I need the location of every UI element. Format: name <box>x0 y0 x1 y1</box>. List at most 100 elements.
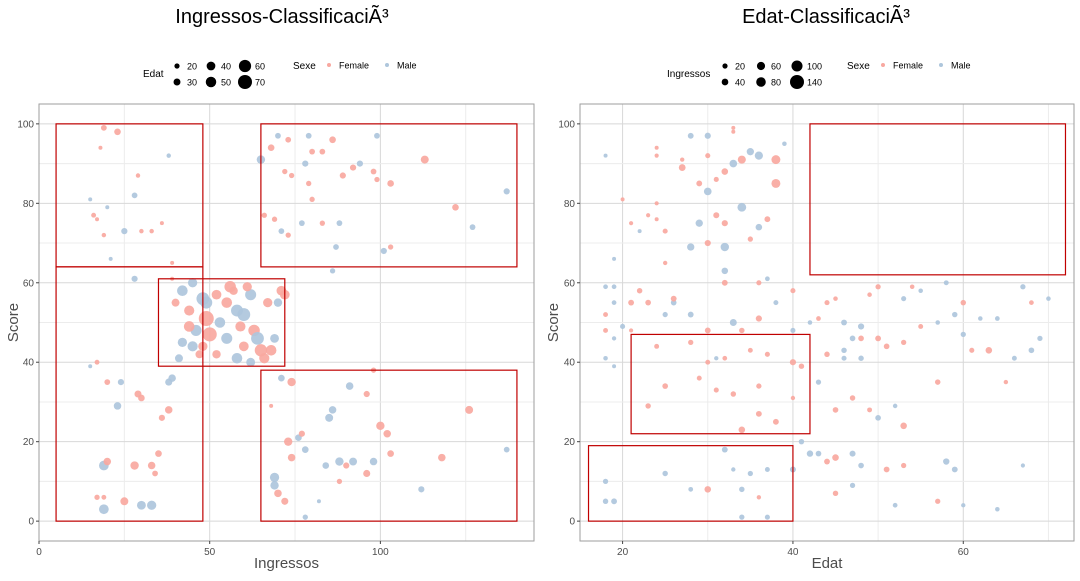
data-point <box>469 224 476 231</box>
data-point <box>918 288 923 293</box>
data-point <box>319 148 326 155</box>
data-point <box>670 295 677 302</box>
size-legend-key <box>791 60 803 72</box>
data-point <box>259 353 270 364</box>
data-point <box>764 514 770 520</box>
data-point <box>284 437 293 446</box>
data-point <box>892 502 898 508</box>
data-point <box>603 284 608 290</box>
data-point <box>98 145 103 150</box>
data-point <box>849 450 856 457</box>
panel-border <box>579 103 1075 542</box>
data-point <box>696 375 702 381</box>
data-point <box>183 321 195 332</box>
data-point <box>841 355 847 361</box>
data-point <box>943 458 950 465</box>
data-point <box>883 466 890 473</box>
data-point <box>995 506 1000 512</box>
y-tick-label: 0 <box>28 517 34 528</box>
data-point <box>764 467 770 472</box>
data-point <box>824 458 830 465</box>
data-point <box>703 187 712 196</box>
data-point <box>789 359 797 366</box>
data-point <box>349 457 358 466</box>
data-point <box>287 453 296 462</box>
data-point <box>771 178 781 188</box>
data-point <box>662 383 669 389</box>
data-point <box>305 132 312 139</box>
data-point <box>806 450 814 457</box>
size-legend-key <box>173 78 181 86</box>
y-axis-title: Score <box>5 303 22 342</box>
data-point <box>602 478 609 485</box>
data-point <box>158 414 165 421</box>
data-point <box>278 228 285 235</box>
data-point <box>302 514 308 520</box>
data-point <box>824 351 830 358</box>
data-point <box>620 323 626 330</box>
data-point <box>755 223 763 231</box>
data-point <box>739 514 745 520</box>
data-point <box>731 129 736 134</box>
size-legend-label: 100 <box>807 62 822 72</box>
data-point <box>147 461 156 470</box>
highlight-box <box>157 278 286 367</box>
size-legend-key <box>205 76 217 88</box>
data-point <box>221 332 233 344</box>
size-legend-label: 60 <box>255 62 265 72</box>
data-point <box>645 403 651 409</box>
data-point <box>374 176 380 183</box>
data-point <box>198 311 214 327</box>
data-point <box>739 486 745 493</box>
data-point <box>139 228 144 234</box>
color-legend-label: Female <box>339 61 369 71</box>
data-point <box>603 312 609 318</box>
data-point <box>721 267 729 275</box>
highlight-boxes <box>587 123 1067 522</box>
data-point <box>901 462 907 469</box>
data-point <box>901 339 907 346</box>
data-point <box>704 239 711 247</box>
data-point <box>637 229 642 234</box>
data-point <box>269 472 280 483</box>
data-point <box>892 403 898 409</box>
size-legend-key <box>722 63 728 69</box>
data-point <box>287 377 296 387</box>
data-point <box>943 280 949 286</box>
data-point <box>901 296 907 302</box>
data-point <box>629 221 634 226</box>
data-point <box>121 228 128 235</box>
data-point <box>773 300 779 306</box>
data-point <box>231 352 243 364</box>
data-point <box>88 197 93 202</box>
data-point <box>628 299 635 306</box>
data-point <box>654 217 659 222</box>
data-point <box>345 382 354 390</box>
data-point <box>503 188 510 195</box>
data-point <box>214 317 226 328</box>
data-point <box>383 429 391 438</box>
data-point <box>849 395 856 401</box>
gridlines <box>580 104 1074 541</box>
data-point <box>721 220 728 227</box>
data-point <box>771 155 781 165</box>
data-point <box>452 203 459 211</box>
data-point <box>131 192 138 199</box>
data-point <box>832 407 839 413</box>
data-point <box>229 286 238 295</box>
data-point <box>336 220 343 227</box>
data-point <box>380 247 387 255</box>
data-point <box>91 212 97 218</box>
chart-title: Ingressos-ClassificaciÃ³ <box>175 4 389 28</box>
data-point <box>909 284 915 290</box>
data-point <box>306 180 312 187</box>
data-point <box>833 296 838 301</box>
y-tick-label: 20 <box>564 437 576 448</box>
data-point <box>737 155 746 164</box>
data-point <box>309 196 315 203</box>
size-legend-key <box>721 78 729 86</box>
x-tick-label: 0 <box>36 547 42 558</box>
data-point <box>994 316 1000 321</box>
data-point <box>1046 296 1051 301</box>
data-point <box>281 497 289 505</box>
